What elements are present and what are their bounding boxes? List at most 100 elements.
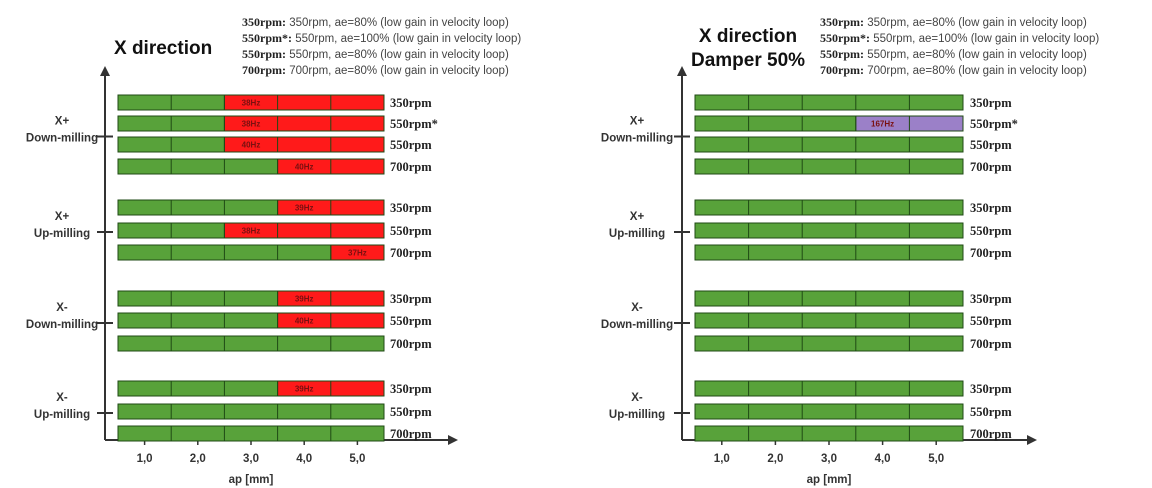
legend-text: 350rpm, ae=80% (low gain in velocity loo… — [286, 17, 509, 29]
group-label-mode: Down-milling — [601, 319, 673, 331]
rpm-label: 700rpm — [970, 160, 1012, 174]
y-axis-arrow — [100, 66, 110, 76]
group-label-mode: Up-milling — [34, 409, 90, 421]
x-tick-label: 1,0 — [137, 453, 153, 465]
rpm-label: 550rpm* — [970, 117, 1018, 131]
x-tick-label: 3,0 — [243, 453, 259, 465]
segment-label: 38Hz — [242, 120, 261, 129]
group-label-direction: X- — [631, 392, 643, 404]
legend-text: 550rpm, ae=80% (low gain in velocity loo… — [286, 49, 509, 61]
rpm-label: 550rpm — [970, 224, 1012, 238]
rpm-label: 550rpm — [390, 405, 432, 419]
x-tick-label: 2,0 — [190, 453, 206, 465]
stable-bar — [694, 158, 964, 175]
x-tick-label: 4,0 — [296, 453, 312, 465]
legend-entry: 350rpm: 350rpm, ae=80% (low gain in velo… — [820, 15, 1087, 29]
stable-bar — [117, 403, 385, 420]
segment-label: 40Hz — [242, 141, 261, 150]
legend-text: 550rpm, ae=80% (low gain in velocity loo… — [864, 49, 1087, 61]
segment-label: 39Hz — [295, 204, 314, 213]
rpm-label: 700rpm — [970, 427, 1012, 441]
stable-bar — [694, 94, 964, 111]
legend-key: 700rpm: — [820, 63, 864, 77]
group-label-mode: Up-milling — [34, 228, 90, 240]
rpm-label: 550rpm — [970, 314, 1012, 328]
stable-bar — [694, 244, 964, 261]
stable-bar — [694, 312, 964, 329]
legend-text: 550rpm, ae=100% (low gain in velocity lo… — [292, 33, 521, 45]
stable-bar — [694, 425, 964, 442]
rpm-label: 350rpm — [390, 96, 432, 110]
rpm-label: 350rpm — [970, 201, 1012, 215]
segment-label: 38Hz — [242, 227, 261, 236]
legend-key: 550rpm*: — [820, 31, 870, 45]
stable-bar — [694, 199, 964, 216]
legend-key: 700rpm: — [242, 63, 286, 77]
chart-panel-1: X direction 350rpm: 350rpm, ae=80% (low g… — [26, 15, 521, 486]
group-label-direction: X+ — [55, 211, 70, 223]
rpm-label: 550rpm — [970, 405, 1012, 419]
x-axis-arrow — [1027, 435, 1037, 445]
rpm-label: 700rpm — [390, 337, 432, 351]
rpm-label: 350rpm — [390, 382, 432, 396]
rpm-label: 700rpm — [970, 337, 1012, 351]
legend-text: 700rpm, ae=80% (low gain in velocity loo… — [286, 65, 509, 77]
x-tick-label: 3,0 — [821, 453, 837, 465]
legend-entry: 550rpm*: 550rpm, ae=100% (low gain in ve… — [820, 31, 1099, 45]
group-label-direction: X+ — [630, 211, 645, 223]
rpm-label: 550rpm — [390, 314, 432, 328]
legend-text: 550rpm, ae=100% (low gain in velocity lo… — [870, 33, 1099, 45]
chart-title: X direction — [699, 26, 797, 47]
stable-bar — [694, 222, 964, 239]
group-label-mode: Up-milling — [609, 228, 665, 240]
rpm-label: 550rpm — [390, 224, 432, 238]
group-label-direction: X+ — [55, 116, 70, 128]
legend-text: 350rpm, ae=80% (low gain in velocity loo… — [864, 17, 1087, 29]
legend-key: 550rpm*: — [242, 31, 292, 45]
legend-entry: 550rpm: 550rpm, ae=80% (low gain in velo… — [242, 47, 509, 61]
segment-label: 167Hz — [871, 120, 894, 129]
segment-label: 40Hz — [295, 163, 314, 172]
group-label-direction: X- — [56, 392, 68, 404]
group-label-direction: X+ — [630, 116, 645, 128]
rpm-label: 350rpm — [970, 382, 1012, 396]
y-axis-arrow — [677, 66, 687, 76]
chart-title: X direction — [114, 38, 212, 59]
legend-key: 550rpm: — [242, 47, 286, 61]
group-label-direction: X- — [631, 302, 643, 314]
legend-entry: 550rpm*: 550rpm, ae=100% (low gain in ve… — [242, 31, 521, 45]
legend-entry: 350rpm: 350rpm, ae=80% (low gain in velo… — [242, 15, 509, 29]
x-tick-label: 5,0 — [349, 453, 365, 465]
group-label-mode: Down-milling — [601, 133, 673, 145]
x-tick-label: 1,0 — [714, 453, 730, 465]
legend-entry: 550rpm: 550rpm, ae=80% (low gain in velo… — [820, 47, 1087, 61]
x-axis-arrow — [448, 435, 458, 445]
rpm-label: 550rpm* — [390, 117, 438, 131]
legend-entry: 700rpm: 700rpm, ae=80% (low gain in velo… — [820, 63, 1087, 77]
stable-bar — [694, 403, 964, 420]
x-tick-label: 4,0 — [875, 453, 891, 465]
legend-key: 550rpm: — [820, 47, 864, 61]
group-label-mode: Up-milling — [609, 409, 665, 421]
stable-bar — [694, 335, 964, 352]
stable-bar — [694, 380, 964, 397]
rpm-label: 350rpm — [970, 292, 1012, 306]
rpm-label: 350rpm — [970, 96, 1012, 110]
segment-label: 38Hz — [242, 99, 261, 108]
stable-bar — [117, 335, 385, 352]
rpm-label: 700rpm — [390, 160, 432, 174]
rpm-label: 350rpm — [390, 201, 432, 215]
legend-key: 350rpm: — [242, 15, 286, 29]
stable-bar — [117, 425, 385, 442]
rpm-label: 700rpm — [390, 427, 432, 441]
segment-label: 40Hz — [295, 317, 314, 326]
stable-bar — [694, 290, 964, 307]
segment-label: 39Hz — [295, 295, 314, 304]
chart-subtitle: Damper 50% — [691, 50, 805, 71]
group-label-mode: Down-milling — [26, 133, 98, 145]
rpm-label: 700rpm — [970, 246, 1012, 260]
group-label-mode: Down-milling — [26, 319, 98, 331]
legend-text: 700rpm, ae=80% (low gain in velocity loo… — [864, 65, 1087, 77]
legend-key: 350rpm: — [820, 15, 864, 29]
